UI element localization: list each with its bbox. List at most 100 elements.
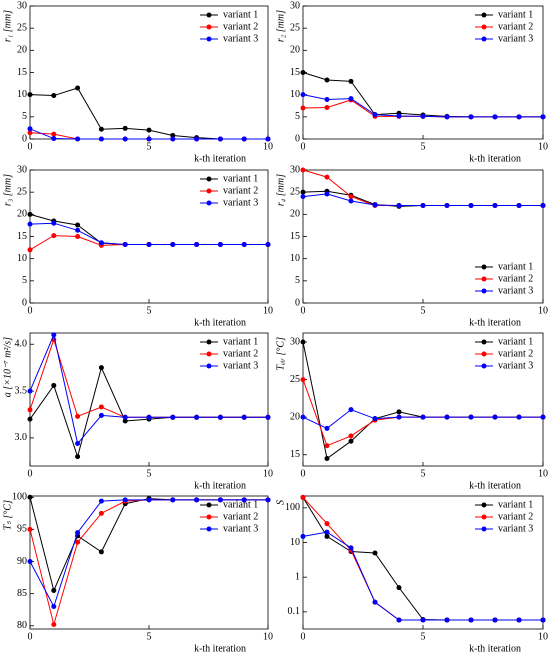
data-point bbox=[75, 454, 81, 460]
data-point bbox=[98, 136, 104, 142]
data-point bbox=[540, 617, 546, 623]
y-axis-label: Tₛ [°C] bbox=[2, 500, 13, 530]
legend-label: variant 2 bbox=[498, 348, 533, 359]
data-point bbox=[51, 622, 57, 628]
data-point bbox=[492, 114, 498, 120]
data-point bbox=[27, 247, 33, 253]
y-tick-label: 20 bbox=[17, 209, 27, 220]
data-point bbox=[468, 617, 474, 623]
legend-label: variant 2 bbox=[498, 511, 533, 522]
data-point bbox=[146, 241, 152, 247]
data-point bbox=[348, 78, 354, 84]
y-tick-label: 5 bbox=[295, 111, 300, 122]
data-point bbox=[324, 97, 330, 103]
x-tick-label: 10 bbox=[538, 305, 548, 316]
y-axis-label: r₁ [mm] bbox=[2, 10, 13, 42]
data-point bbox=[98, 404, 104, 410]
legend-label: variant 2 bbox=[223, 21, 258, 32]
data-point bbox=[300, 377, 306, 383]
data-point bbox=[324, 443, 330, 449]
y-tick-label: 25 bbox=[17, 22, 27, 33]
data-point bbox=[324, 105, 330, 111]
data-point bbox=[27, 211, 33, 217]
y-tick-label: 15 bbox=[290, 231, 300, 242]
legend-marker bbox=[481, 36, 487, 42]
data-point bbox=[98, 126, 104, 132]
y-tick-label: 0 bbox=[295, 297, 300, 308]
data-point bbox=[51, 332, 57, 338]
legend-marker bbox=[206, 176, 212, 182]
data-point bbox=[396, 585, 402, 591]
data-point bbox=[51, 131, 57, 137]
data-point bbox=[27, 416, 33, 422]
y-axis-label: S bbox=[275, 500, 286, 505]
y-tick-label: 1 bbox=[295, 571, 300, 582]
legend-label: variant 1 bbox=[498, 499, 533, 510]
x-axis-label: k-th iteration bbox=[469, 153, 521, 164]
data-point bbox=[300, 533, 306, 539]
data-point bbox=[444, 414, 450, 420]
x-axis-label: k-th iteration bbox=[469, 643, 521, 652]
legend-label: variant 3 bbox=[223, 33, 258, 44]
data-point bbox=[348, 545, 354, 551]
legend-label: variant 1 bbox=[223, 336, 258, 347]
legend-marker bbox=[206, 514, 212, 520]
data-point bbox=[396, 113, 402, 119]
y-tick-label: 0 bbox=[22, 133, 27, 144]
x-tick-label: 10 bbox=[263, 141, 273, 152]
legend-label: variant 1 bbox=[223, 499, 258, 510]
y-axis-label: r₂ [mm] bbox=[275, 10, 286, 42]
legend-label: variant 1 bbox=[223, 9, 258, 20]
data-point bbox=[265, 136, 271, 142]
data-point bbox=[146, 127, 152, 133]
data-point bbox=[324, 529, 330, 535]
data-point bbox=[241, 136, 247, 142]
data-point bbox=[75, 441, 81, 447]
data-point bbox=[51, 93, 57, 99]
x-tick-label: 5 bbox=[147, 305, 152, 316]
data-point bbox=[27, 559, 33, 565]
data-point bbox=[300, 339, 306, 345]
data-point bbox=[98, 412, 104, 418]
legend-label: variant 3 bbox=[223, 523, 258, 534]
data-point bbox=[324, 77, 330, 83]
series-line bbox=[29, 366, 268, 459]
data-point bbox=[194, 497, 200, 503]
legend-marker bbox=[206, 363, 212, 369]
y-tick-label: 15 bbox=[290, 67, 300, 78]
data-point bbox=[396, 617, 402, 623]
data-point bbox=[372, 550, 378, 556]
data-point bbox=[122, 414, 128, 420]
x-tick-label: 0 bbox=[301, 468, 306, 479]
data-point bbox=[27, 388, 33, 394]
data-point bbox=[241, 241, 247, 247]
x-tick-label: 10 bbox=[538, 141, 548, 152]
y-tick-label: 4.0 bbox=[15, 339, 28, 350]
legend-marker bbox=[206, 36, 212, 42]
legend-label: variant 2 bbox=[223, 511, 258, 522]
data-point bbox=[75, 222, 81, 228]
data-point bbox=[170, 497, 176, 503]
y-tick-label: 15 bbox=[17, 67, 27, 78]
data-point bbox=[324, 455, 330, 461]
y-tick-label: 10 bbox=[290, 537, 300, 548]
series-line bbox=[29, 213, 268, 245]
data-point bbox=[170, 136, 176, 142]
y-tick-label: 25 bbox=[290, 374, 300, 385]
data-point bbox=[420, 617, 426, 623]
data-point bbox=[170, 241, 176, 247]
legend-marker bbox=[206, 339, 212, 345]
y-tick-label: 25 bbox=[290, 186, 300, 197]
data-point bbox=[324, 191, 330, 197]
data-point bbox=[468, 414, 474, 420]
data-point bbox=[98, 498, 104, 504]
data-point bbox=[540, 202, 546, 208]
data-point bbox=[241, 414, 247, 420]
y-tick-label: 30 bbox=[290, 0, 300, 11]
data-point bbox=[27, 407, 33, 413]
legend-marker bbox=[206, 526, 212, 532]
y-tick-label: 20 bbox=[17, 45, 27, 56]
data-point bbox=[516, 617, 522, 623]
data-point bbox=[75, 530, 81, 536]
x-tick-label: 5 bbox=[147, 631, 152, 642]
